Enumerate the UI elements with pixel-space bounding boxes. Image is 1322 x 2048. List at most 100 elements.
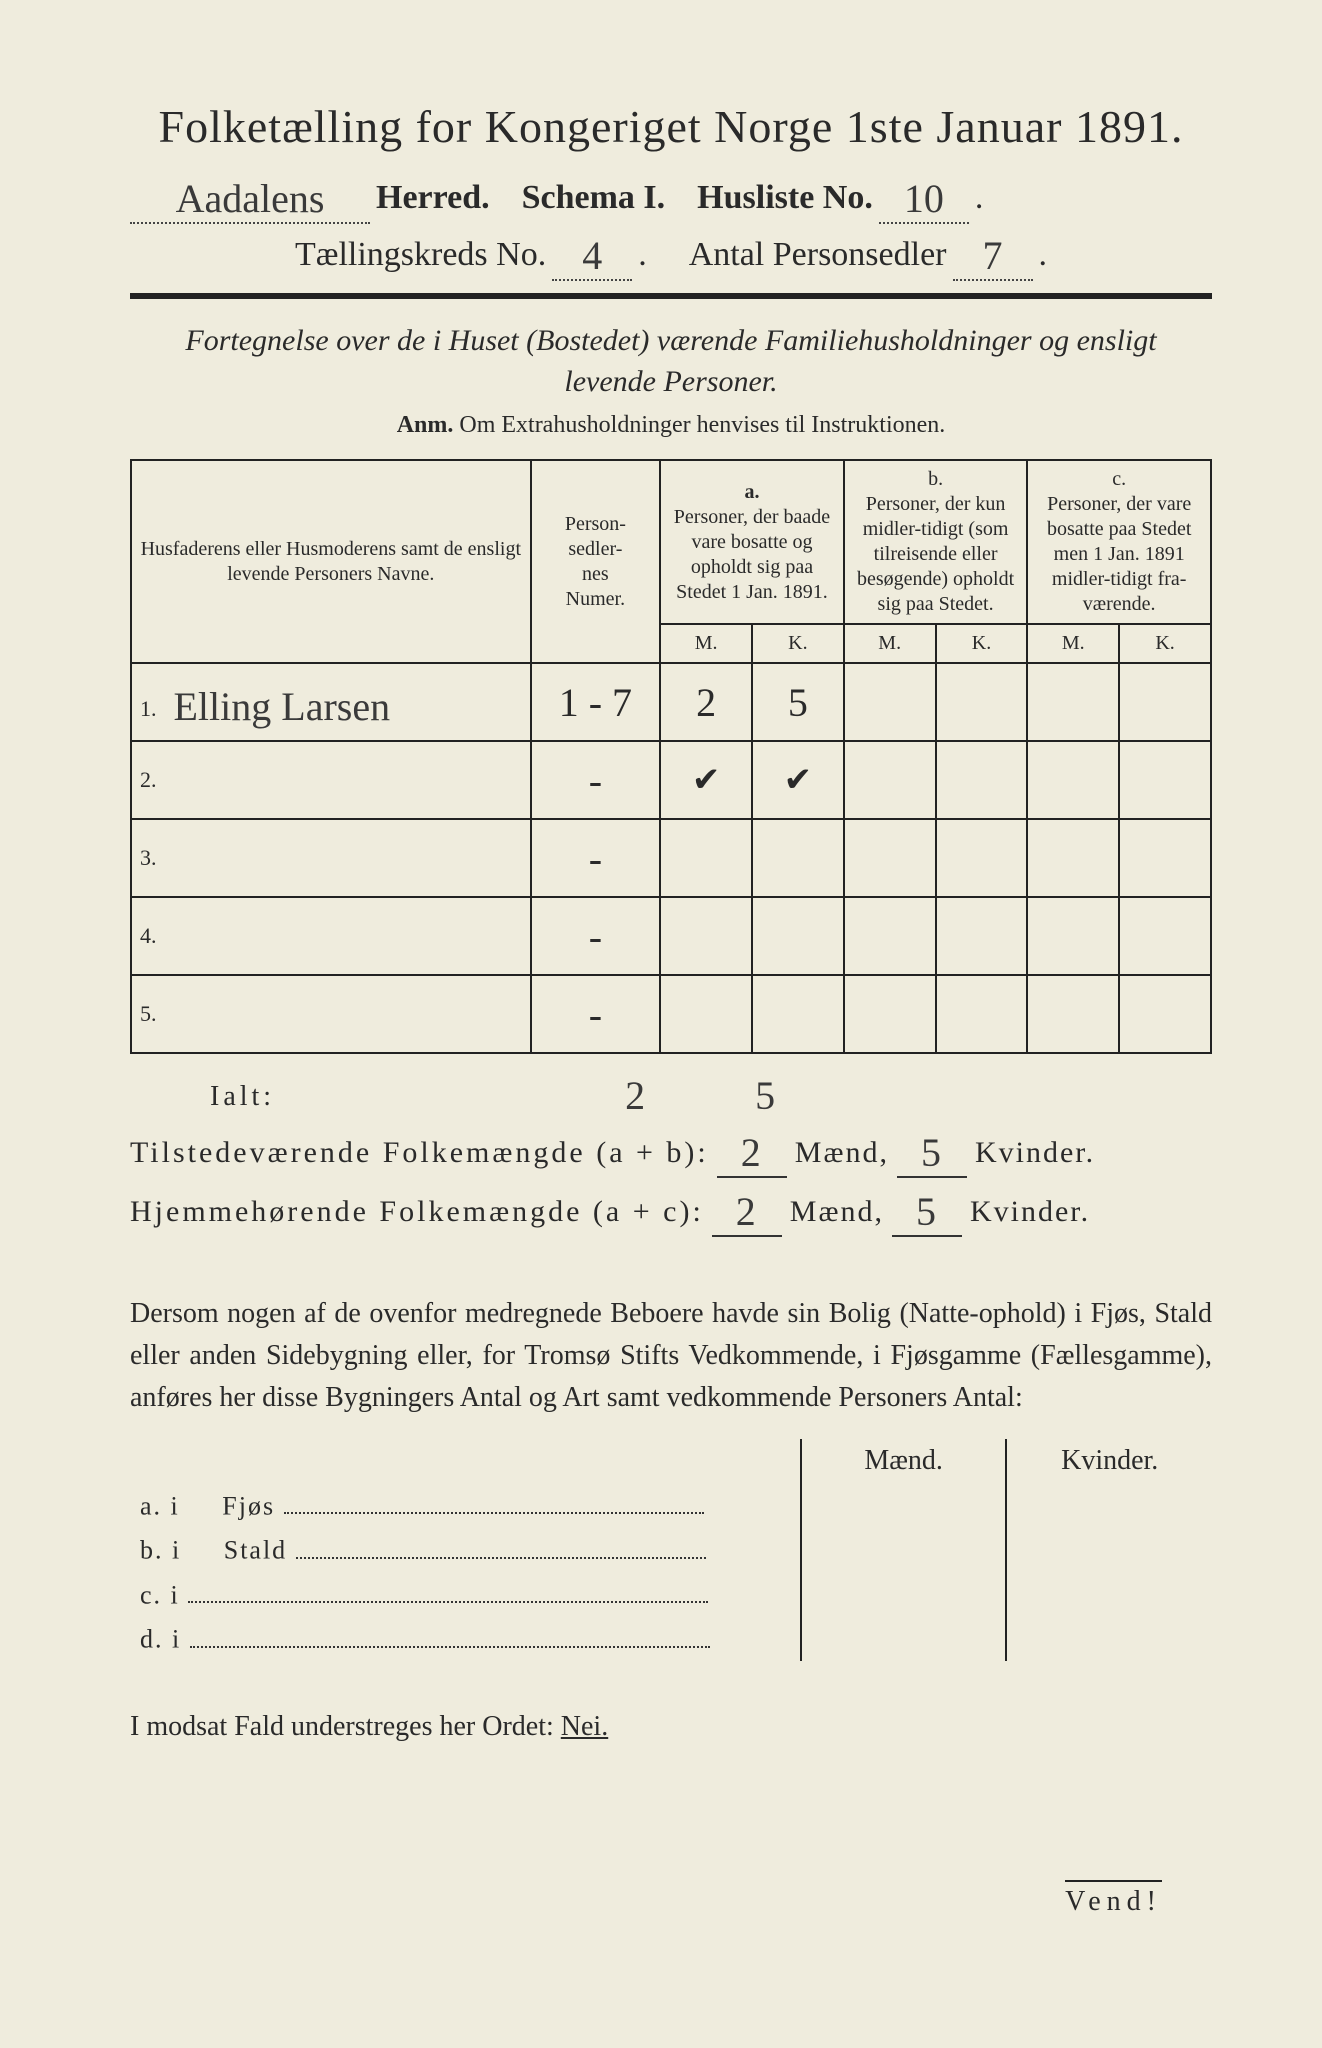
col-c-label: c. — [1112, 468, 1126, 490]
b-m-head: M. — [844, 624, 936, 663]
table-body: 1. Elling Larsen 1 - 7 2 5 2. - ✔ ✔ — [131, 663, 1211, 1053]
kvinder-label: Kvinder. — [970, 1195, 1090, 1229]
cell-aM — [660, 897, 752, 975]
sum1-m: 2 — [717, 1129, 787, 1178]
anm-line: Anm. Om Extrahusholdninger henvises til … — [130, 412, 1212, 439]
antal-no: 7 — [953, 232, 1033, 281]
row-num: 2. — [140, 767, 168, 793]
cell-bM — [844, 897, 936, 975]
herred-label: Herred. — [376, 179, 490, 217]
table-row: 1. Elling Larsen 1 - 7 2 5 — [131, 663, 1211, 741]
cell-bK — [936, 897, 1028, 975]
cell-cM — [1027, 819, 1119, 897]
sum1-k: 5 — [897, 1129, 967, 1178]
sub-label: Fjøs — [222, 1491, 275, 1520]
husliste-no: 10 — [879, 175, 969, 224]
row-num: 4. — [140, 923, 168, 949]
col-c-header: c. Personer, der vare bosatte paa Stedet… — [1027, 460, 1211, 624]
cell-cK — [1119, 897, 1211, 975]
col-a-label: a. — [744, 481, 759, 503]
period-3: . — [1039, 236, 1048, 274]
sum-line-1: Tilstedeværende Folkemængde (a + b): 2 M… — [130, 1125, 1212, 1174]
nei-word: Nei. — [561, 1711, 608, 1742]
cell-bK — [936, 741, 1028, 819]
mk-maend-head: Mænd. — [801, 1439, 1007, 1483]
c-m-head: M. — [1027, 624, 1119, 663]
sub-key: d. i — [140, 1625, 181, 1654]
intro-text: Fortegnelse over de i Huset (Bostedet) v… — [150, 321, 1192, 402]
sub-label: Stald — [224, 1536, 287, 1565]
col-name-text: Husfaderens eller Husmoderens samt de en… — [141, 538, 521, 585]
cell-bM — [844, 819, 936, 897]
sum2-k: 5 — [892, 1188, 962, 1237]
row-personsedler: 1 - 7 — [531, 663, 661, 741]
ialt-aM: 2 — [625, 1072, 645, 1119]
row-personsedler: - — [531, 897, 661, 975]
cell-aK — [752, 897, 844, 975]
a-k-head: K. — [752, 624, 844, 663]
cell-aK — [752, 819, 844, 897]
sum-line-2: Hjemmehørende Folkemængde (a + c): 2 Mæn… — [130, 1184, 1212, 1233]
col-num-text: Person- sedler- nes Numer. — [565, 513, 626, 610]
nei-text: I modsat Fald understreges her Ordet: — [130, 1711, 561, 1742]
table-row: 5. - — [131, 975, 1211, 1053]
sub-key: b. i — [140, 1536, 181, 1565]
cell-bM — [844, 741, 936, 819]
col-c-text: Personer, der vare bosatte paa Stedet me… — [1047, 493, 1191, 615]
cell-cK — [1119, 741, 1211, 819]
heavy-rule — [130, 293, 1212, 299]
cell-cK — [1119, 819, 1211, 897]
ialt-row: Ialt: 2 5 — [130, 1068, 1212, 1115]
col-b-label: b. — [928, 468, 943, 490]
row-personsedler: - — [531, 819, 661, 897]
sum2-m: 2 — [712, 1188, 782, 1237]
sub-row: c. i — [130, 1572, 1212, 1616]
cell-bM — [844, 663, 936, 741]
table-row: 4. - — [131, 897, 1211, 975]
cell-cM — [1027, 741, 1119, 819]
ialt-label: Ialt: — [210, 1081, 275, 1113]
c-k-head: K. — [1119, 624, 1211, 663]
col-num-header: Person- sedler- nes Numer. — [531, 460, 661, 663]
a-m-head: M. — [660, 624, 752, 663]
kvinder-label: Kvinder. — [975, 1136, 1095, 1170]
maend-label: Mænd, — [790, 1195, 884, 1229]
anm-label: Anm. — [397, 412, 454, 438]
sub-row: d. i — [130, 1616, 1212, 1660]
census-form-page: Folketælling for Kongeriget Norge 1ste J… — [0, 0, 1322, 2048]
cell-cM — [1027, 663, 1119, 741]
header-line-2: Tællingskreds No. 4 . Antal Personsedler… — [130, 228, 1212, 277]
page-title: Folketælling for Kongeriget Norge 1ste J… — [130, 100, 1212, 153]
row-num: 3. — [140, 845, 168, 871]
kreds-no: 4 — [552, 232, 632, 281]
cell-aM: ✔ — [660, 741, 752, 819]
period-1: . — [975, 179, 984, 217]
herred-handwritten: Aadalens — [130, 175, 370, 224]
explanatory-paragraph: Dersom nogen af de ovenfor medregnede Be… — [130, 1293, 1212, 1419]
cell-bK — [936, 819, 1028, 897]
bygninger-table: Mænd. Kvinder. a. i Fjøs b. i Stald c. i… — [130, 1439, 1212, 1661]
cell-cK — [1119, 663, 1211, 741]
kreds-label: Tællingskreds No. — [295, 236, 546, 274]
sub-key: c. i — [140, 1580, 180, 1609]
mk-kvinder-head: Kvinder. — [1006, 1439, 1212, 1483]
cell-aK: ✔ — [752, 741, 844, 819]
row-num: 5. — [140, 1001, 168, 1027]
cell-bM — [844, 975, 936, 1053]
row-num: 1. — [140, 696, 168, 722]
row-personsedler: - — [531, 975, 661, 1053]
main-table: Husfaderens eller Husmoderens samt de en… — [130, 459, 1212, 1054]
sum2-label: Hjemmehørende Folkemængde (a + c): — [130, 1195, 704, 1229]
cell-aK: 5 — [752, 663, 844, 741]
sum1-label: Tilstedeværende Folkemængde (a + b): — [130, 1136, 709, 1170]
sub-key: a. i — [140, 1491, 180, 1520]
antal-label: Antal Personsedler — [689, 236, 947, 274]
cell-cK — [1119, 975, 1211, 1053]
vend-label: Vend! — [1065, 1880, 1162, 1918]
cell-bK — [936, 975, 1028, 1053]
cell-aM — [660, 819, 752, 897]
col-b-header: b. Personer, der kun midler-tidigt (som … — [844, 460, 1028, 624]
b-k-head: K. — [936, 624, 1028, 663]
header-line-1: Aadalens Herred. Schema I. Husliste No. … — [130, 171, 1212, 220]
col-b-text: Personer, der kun midler-tidigt (som til… — [857, 493, 1014, 615]
